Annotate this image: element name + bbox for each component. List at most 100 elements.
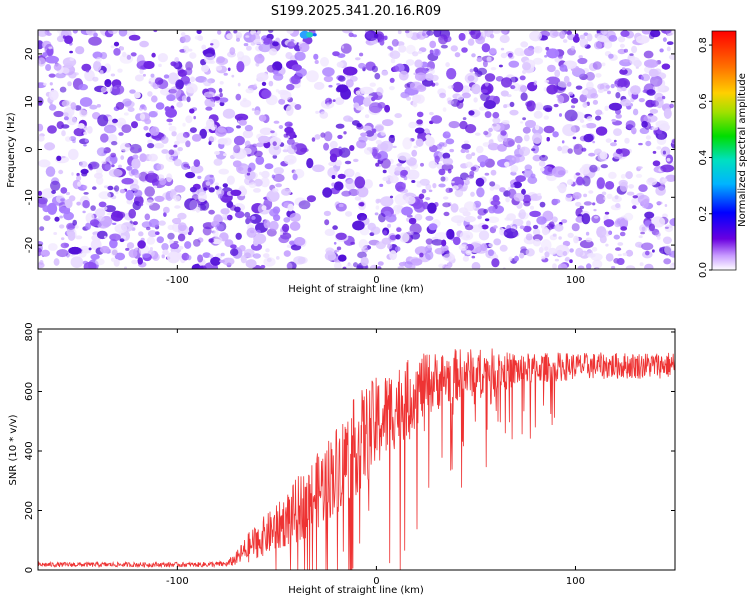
heatmap-cell (258, 114, 267, 122)
heatmap-cell (525, 248, 535, 257)
heatmap-cell (290, 75, 301, 85)
heatmap-cell (439, 92, 446, 99)
heatmap-cell (147, 143, 155, 149)
heatmap-cell (569, 248, 574, 253)
heatmap-cell (432, 183, 437, 189)
heatmap-cell (632, 108, 639, 116)
snr-x-tick-label: 100 (566, 576, 585, 587)
heatmap-cell (445, 138, 455, 145)
colorbar-tick-label: 0.0 (698, 262, 709, 278)
heatmap-cell (388, 134, 395, 144)
heatmap-cell (541, 255, 546, 260)
heatmap-cell (272, 188, 279, 193)
heatmap-cell (338, 254, 347, 262)
heatmap-cell (126, 165, 133, 171)
heatmap-cell (391, 39, 399, 47)
heatmap-cell (586, 263, 592, 269)
heatmap-cell (553, 103, 559, 108)
heatmap-cell (272, 69, 279, 75)
heatmap-cell (166, 118, 173, 123)
heatmap-cell (619, 231, 626, 237)
heatmap-cell (605, 243, 609, 247)
heatmap-cell (434, 155, 440, 163)
heatmap-cell (613, 139, 617, 143)
heatmap-cell (357, 251, 367, 259)
heatmap-cell (419, 86, 426, 90)
heatmap-cell (236, 51, 245, 60)
heatmap-cell (649, 108, 659, 114)
heatmap-cell (441, 163, 454, 171)
heatmap-cell (452, 185, 459, 190)
heatmap-cell (273, 73, 284, 81)
heatmap-cell (154, 195, 165, 202)
heatmap-cell (615, 247, 622, 251)
heatmap-cell (359, 52, 364, 57)
heatmap-cell (237, 82, 241, 87)
heatmap-cell (428, 189, 433, 193)
heatmap-cell (236, 61, 245, 73)
heatmap-cell (39, 226, 45, 232)
heatmap-cell (558, 236, 562, 240)
heatmap-cell (197, 191, 207, 203)
heatmap-cell (454, 189, 464, 198)
heatmap-cell (100, 86, 107, 93)
heatmap-cell (417, 50, 422, 54)
heatmap-cell (148, 81, 152, 84)
heatmap-cell (48, 104, 57, 111)
heatmap-cell (353, 102, 360, 109)
heatmap-cell (256, 229, 261, 234)
heatmap-cell (526, 100, 536, 112)
heatmap-cell (188, 226, 194, 233)
heatmap-cell (132, 200, 142, 211)
heatmap-cell (38, 57, 46, 67)
heatmap-cell (243, 43, 249, 47)
heatmap-cell (661, 95, 666, 100)
heatmap-cell (477, 215, 482, 220)
heatmap-cell (223, 72, 228, 76)
heatmap-cell (641, 76, 644, 81)
heatmap-cell (588, 190, 594, 194)
heatmap-cell (314, 60, 319, 64)
heatmap-cell (664, 226, 669, 229)
heatmap-cell (313, 53, 319, 60)
heatmap-cell (601, 191, 607, 196)
heatmap-cell (182, 122, 186, 127)
heatmap-cell (177, 147, 183, 152)
heatmap-cell (111, 141, 118, 146)
heatmap-cell (532, 132, 543, 144)
heatmap-cell (306, 195, 316, 203)
heatmap-cell (610, 142, 617, 147)
heatmap-cell (128, 208, 136, 219)
heatmap-cell (113, 48, 121, 56)
heatmap-cell (445, 62, 450, 68)
heatmap-cell (566, 179, 574, 186)
heatmap-cell (565, 256, 570, 262)
heatmap-cell (60, 242, 69, 249)
heatmap-cell (456, 94, 464, 101)
heatmap-cell (487, 216, 500, 223)
heatmap-cell (63, 211, 74, 221)
heatmap-cell (129, 89, 136, 94)
heatmap-cell (219, 97, 229, 103)
heatmap-cell (208, 187, 215, 193)
heatmap-cell (493, 225, 498, 229)
heatmap-cell (76, 201, 81, 206)
heatmap-cell (86, 125, 93, 134)
heatmap-cell (289, 221, 301, 231)
heatmap-cell (175, 79, 184, 90)
heatmap-cell (514, 255, 519, 262)
heatmap-cell (47, 125, 57, 134)
heatmap-cell (382, 119, 394, 127)
heatmap-cell (425, 250, 434, 261)
heatmap-cell (501, 77, 512, 88)
heatmap-cell (392, 65, 400, 72)
heatmap-cell (557, 263, 568, 269)
heatmap-cell (531, 148, 536, 152)
heatmap-cell (605, 85, 611, 89)
heatmap-cell (440, 244, 449, 252)
heatmap-cell (163, 212, 167, 217)
heatmap-cell (606, 193, 613, 199)
heatmap-cell (501, 120, 510, 125)
heatmap-cell (480, 33, 486, 37)
